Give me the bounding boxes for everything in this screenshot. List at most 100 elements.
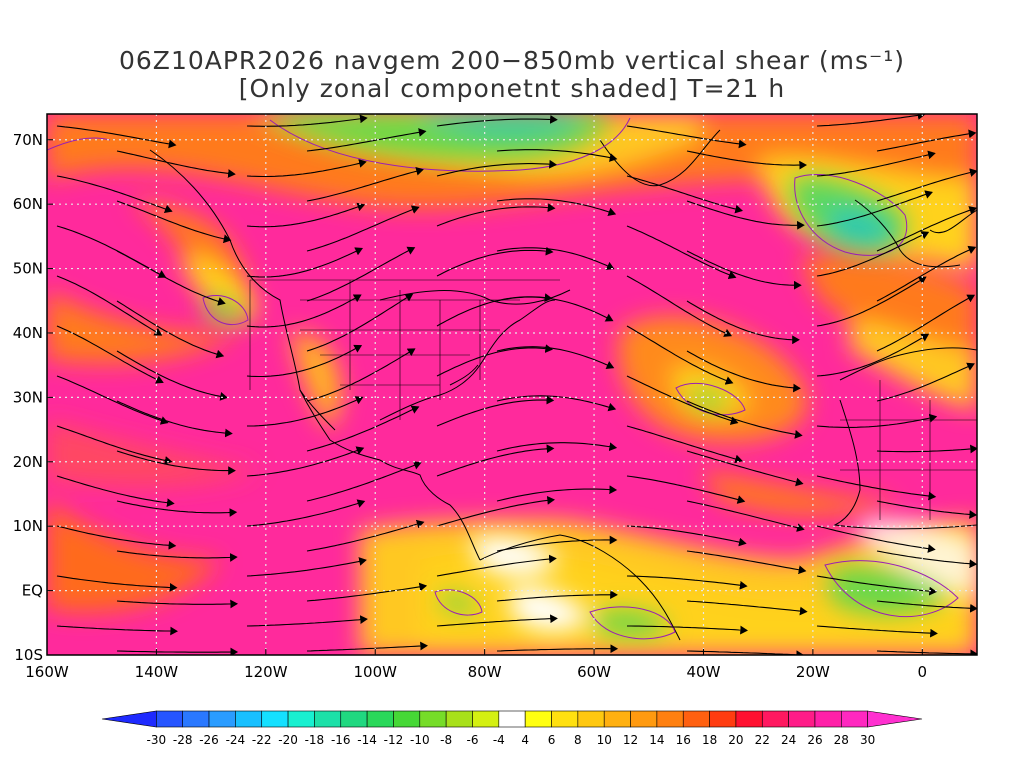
streamline: [686, 250, 802, 290]
state-borders: [249, 279, 977, 520]
colorbar-swatch: [551, 710, 579, 728]
chart-title: 06Z10APR2026 navgem 200−850mb vertical s…: [119, 46, 905, 75]
colorbar-swatch: [314, 710, 342, 728]
colorbar-label: 22: [755, 733, 770, 747]
streamline: [436, 444, 555, 477]
colorbar-label: 14: [649, 733, 664, 747]
streamline: [436, 495, 555, 527]
streamline: [816, 114, 926, 127]
streamline: [306, 246, 416, 302]
colorbar-swatch: [235, 710, 263, 728]
colorbar-label: 18: [702, 733, 717, 747]
streamline: [246, 344, 363, 378]
colorbar-swatch: [524, 710, 552, 728]
streamline: [306, 128, 427, 152]
colorbar-label: 24: [781, 733, 796, 747]
streamline: [116, 400, 233, 438]
colorbar-swatch: [340, 710, 368, 728]
streamline: [496, 149, 618, 162]
lon-tick-label: 40W: [687, 663, 721, 681]
lat-tick-label: 10N: [13, 517, 43, 535]
colorbar-label: 8: [574, 733, 582, 747]
streamline: [626, 325, 734, 385]
streamline: [626, 575, 748, 590]
colorbar-swatch: [261, 710, 289, 728]
streamline: [496, 644, 619, 654]
colorbar-label: 28: [834, 733, 849, 747]
streamline: [876, 245, 977, 302]
colorbar-swatch: [788, 710, 816, 728]
colorbar-label: -8: [440, 733, 452, 747]
streamline: [56, 125, 177, 149]
streamline: [436, 114, 558, 127]
streamline: [56, 425, 173, 465]
colorbar-swatch: [287, 710, 315, 728]
lat-tick-label: 20N: [13, 453, 43, 471]
streamline: [246, 202, 366, 228]
streamline: [436, 246, 554, 277]
streamline: [436, 614, 558, 627]
lon-tick-label: 20W: [796, 663, 830, 681]
streamline: [436, 344, 553, 377]
colorbar-label: 26: [807, 733, 822, 747]
streamline: [626, 425, 743, 464]
streamline: [686, 200, 805, 230]
streamline: [436, 293, 553, 327]
streamline: [626, 175, 743, 214]
streamline: [116, 550, 238, 562]
lat-tick-label: 10S: [14, 646, 43, 664]
streamline: [246, 615, 368, 627]
lat-lon-grid: [47, 114, 977, 655]
lon-axis: 160W 140W 120W 100W 80W 60W 40W 20W 0: [25, 649, 927, 681]
colorbar-swatch: [156, 710, 183, 728]
streamline: [686, 450, 804, 487]
streamline: [876, 600, 977, 613]
colorbar-label: 6: [548, 733, 556, 747]
colorbar-label: -4: [493, 733, 505, 747]
colorbar-swatch: [101, 710, 157, 728]
colorbar-label: -10: [410, 733, 430, 747]
streamline: [246, 557, 367, 577]
streamline: [306, 582, 428, 602]
shading-layer: [47, 114, 977, 655]
streamline: [246, 294, 362, 328]
streamline: [306, 166, 424, 202]
colorbar-label: -28: [173, 733, 193, 747]
colorbar-swatch: [841, 710, 868, 728]
colorbar-swatch: [603, 710, 631, 728]
streamline: [686, 300, 800, 345]
streamline: [876, 206, 977, 252]
streamline: [496, 535, 618, 552]
streamline: [626, 125, 747, 149]
streamline: [686, 150, 807, 170]
streamline: [686, 350, 801, 393]
streamline: [816, 525, 936, 553]
streamlines: [56, 114, 977, 655]
colorbar-label: 16: [676, 733, 691, 747]
colorbar-swatch: [630, 710, 658, 728]
streamline: [436, 159, 557, 177]
streamline: [626, 375, 739, 425]
colorbar-label: -18: [305, 733, 325, 747]
lat-tick-label: 40N: [13, 324, 43, 342]
streamline: [56, 525, 177, 550]
streamline: [116, 250, 226, 306]
streamline: [496, 485, 618, 502]
streamline: [876, 649, 977, 655]
streamline: [436, 395, 555, 427]
streamline: [306, 405, 420, 452]
streamline: [626, 225, 737, 280]
streamline: [496, 442, 618, 452]
streamline: [686, 550, 807, 575]
colorbar-label: 20: [728, 733, 743, 747]
colorbar-swatch: [761, 710, 789, 728]
colorbar-label: -6: [466, 733, 478, 747]
colorbar-label: -22: [252, 733, 272, 747]
streamline: [876, 550, 977, 569]
colorbar-label: -30: [147, 733, 167, 747]
lon-tick-label: 100W: [354, 663, 398, 681]
colorbar-swatch: [682, 710, 710, 728]
streamline: [496, 247, 615, 270]
colorbar-swatch: [656, 710, 684, 728]
streamline: [306, 348, 416, 402]
